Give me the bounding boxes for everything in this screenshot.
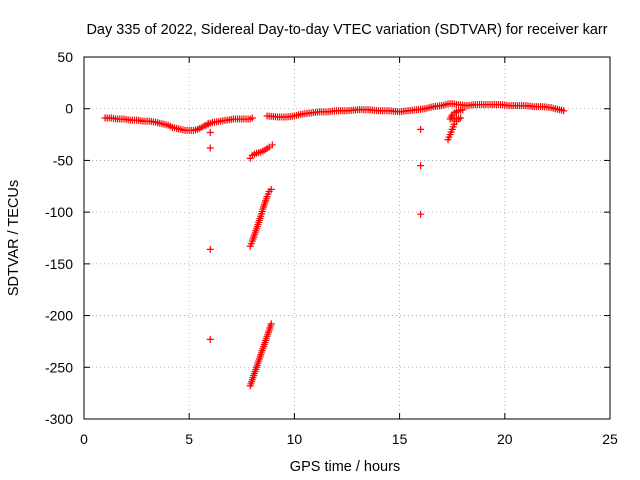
- data-point: [259, 147, 267, 155]
- data-point: [427, 103, 435, 111]
- data-point: [297, 110, 305, 118]
- y-axis-label: SDTVAR / TECUs: [6, 180, 22, 296]
- data-point: [250, 150, 258, 158]
- data-point: [206, 335, 214, 343]
- y-tick-label: 50: [57, 49, 73, 65]
- data-point: [256, 353, 264, 361]
- data-point: [248, 378, 256, 386]
- data-point: [154, 119, 162, 127]
- series-group: [204, 119, 425, 343]
- data-point: [417, 210, 425, 218]
- data-point: [447, 113, 455, 121]
- data-point: [267, 322, 275, 330]
- series-group: [246, 141, 276, 162]
- x-tick-label: 20: [497, 431, 513, 447]
- data-point: [166, 122, 174, 130]
- data-point: [170, 124, 178, 132]
- data-point: [244, 115, 252, 123]
- data-point: [457, 106, 465, 114]
- data-point: [262, 334, 270, 342]
- data-point: [254, 359, 262, 367]
- data-point: [252, 365, 260, 373]
- data-point: [255, 149, 263, 157]
- data-point: [417, 162, 425, 170]
- y-tick-label: -250: [45, 359, 73, 375]
- x-tick-label: 10: [287, 431, 303, 447]
- data-point: [449, 123, 457, 131]
- y-tick-label: -300: [45, 411, 73, 427]
- data-point: [254, 221, 262, 229]
- data-point: [247, 240, 255, 248]
- data-point: [288, 112, 296, 120]
- x-tick-label: 5: [185, 431, 193, 447]
- data-point: [558, 106, 566, 114]
- data-point: [206, 129, 214, 137]
- data-point: [264, 190, 272, 198]
- data-point: [175, 125, 183, 133]
- data-point: [419, 105, 427, 113]
- data-point: [250, 233, 258, 241]
- data-point: [260, 341, 268, 349]
- data-point: [445, 133, 453, 141]
- y-tick-label: 0: [65, 101, 73, 117]
- x-tick-label: 15: [392, 431, 408, 447]
- data-point: [192, 126, 200, 134]
- data-point: [258, 207, 266, 215]
- data-point: [158, 120, 166, 128]
- series-group: [246, 185, 275, 250]
- data-point: [252, 227, 260, 235]
- data-point: [417, 125, 425, 133]
- data-point: [250, 372, 258, 380]
- series-group: [246, 320, 275, 390]
- plot-frame: [83, 56, 611, 420]
- y-tick-label: -50: [53, 152, 73, 168]
- data-point: [206, 144, 214, 152]
- data-point: [545, 103, 553, 111]
- data-point: [263, 145, 271, 153]
- data-point: [258, 347, 266, 355]
- data-points: [101, 100, 568, 390]
- x-tick-label: 25: [602, 431, 618, 447]
- data-point: [256, 214, 264, 222]
- data-point: [221, 116, 229, 124]
- series-group: [444, 106, 467, 144]
- chart-title: Day 335 of 2022, Sidereal Day-to-day VTE…: [86, 22, 607, 38]
- data-point: [248, 114, 256, 122]
- series-group: [101, 114, 256, 134]
- data-point: [196, 124, 204, 132]
- data-point: [260, 201, 268, 209]
- series-group: [263, 100, 568, 121]
- data-point: [452, 108, 460, 116]
- data-point: [200, 122, 208, 130]
- data-point: [149, 118, 157, 126]
- x-tick-label: 0: [80, 431, 88, 447]
- data-point: [206, 245, 214, 253]
- y-tick-label: -150: [45, 256, 73, 272]
- data-point: [553, 105, 561, 113]
- data-point: [267, 185, 275, 193]
- data-point: [262, 195, 270, 203]
- axis-ticks: 0 5 10 15 20 25 50 0 -50 -100 -150 -200 -250 -300: [45, 49, 618, 447]
- data-point: [447, 128, 455, 136]
- x-axis-label: GPS time / hours: [290, 459, 400, 475]
- data-point: [268, 141, 276, 149]
- data-point: [436, 102, 444, 110]
- data-point: [215, 117, 223, 125]
- data-point: [204, 119, 212, 127]
- data-point: [264, 328, 272, 336]
- y-tick-label: -100: [45, 204, 73, 220]
- y-tick-label: -200: [45, 308, 73, 324]
- data-point: [162, 121, 170, 129]
